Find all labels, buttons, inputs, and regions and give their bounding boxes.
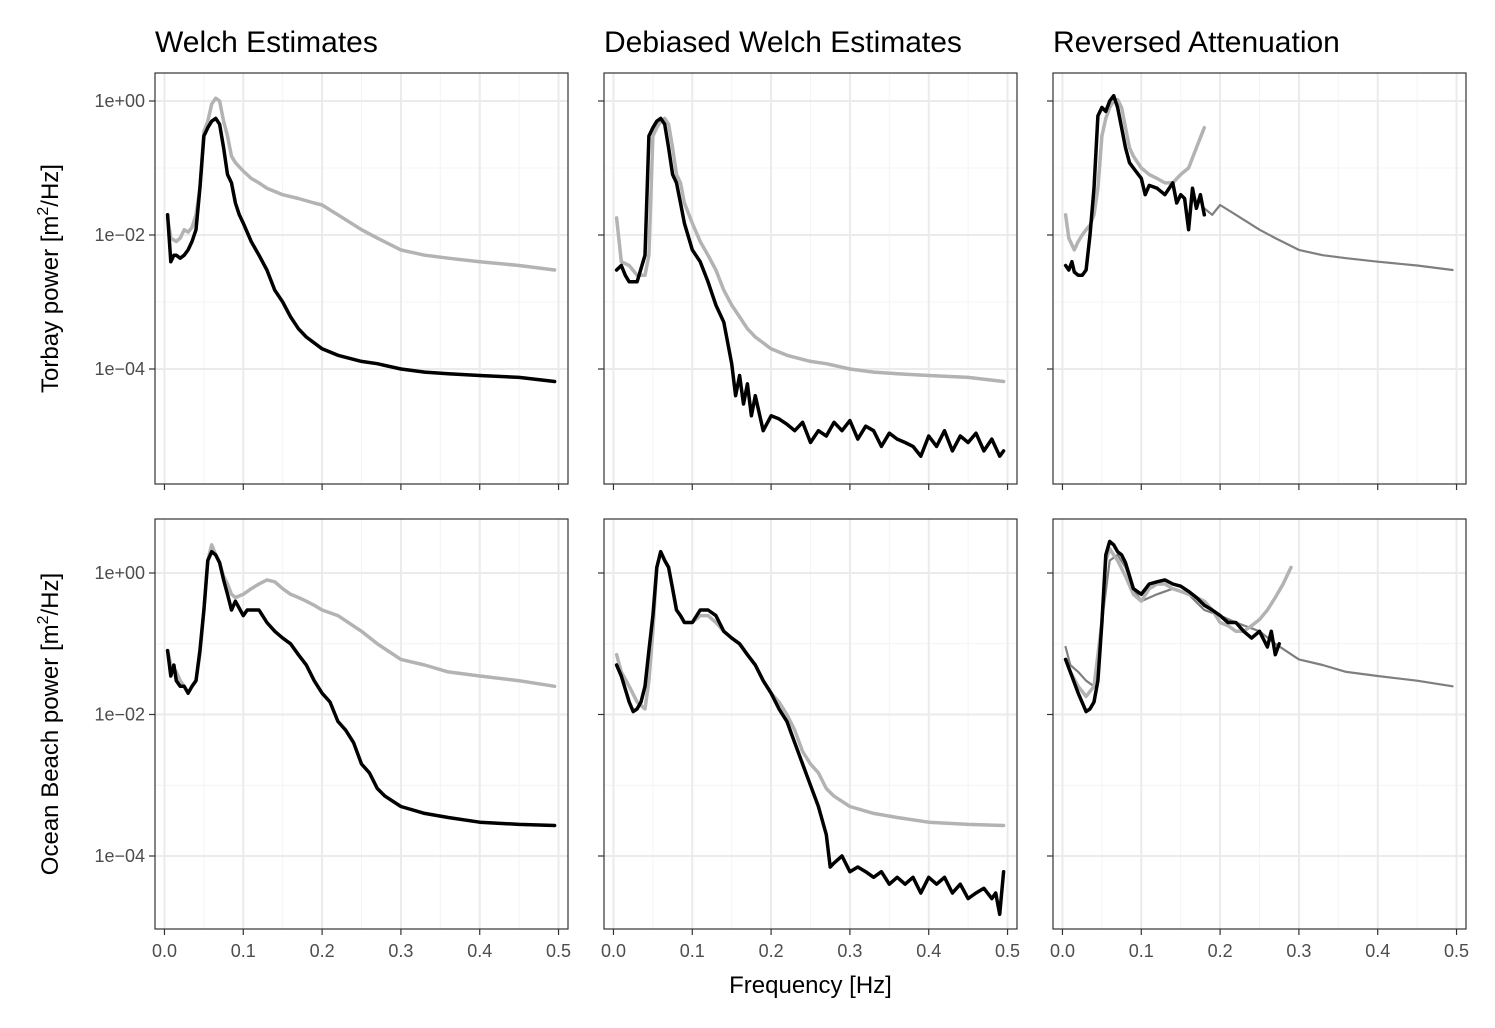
x-tick-label: 0.5 — [995, 941, 1020, 961]
panel-border — [1052, 518, 1467, 930]
x-axis-ticks: 0.0 0.1 0.2 0.3 0.4 0.5 — [601, 929, 1020, 961]
major-gridlines — [155, 519, 568, 929]
series-line-light_gray — [614, 116, 1006, 384]
x-tick-label: 0.2 — [1208, 941, 1233, 961]
y-axis-ticks: 1e+00 1e−02 1e−04 — [94, 91, 155, 379]
major-gridlines — [1053, 73, 1466, 484]
panel-border — [603, 518, 1018, 930]
y-axis-title-superscript: 2 — [35, 207, 52, 216]
y-tick-label: 1e−04 — [94, 359, 145, 379]
y-tick-label: 1e−02 — [94, 225, 145, 245]
x-tick-label: 0.1 — [680, 941, 705, 961]
x-tick-label: 0.4 — [467, 941, 492, 961]
series-line-black — [1063, 539, 1281, 714]
y-axis-ticks — [1047, 572, 1053, 857]
major-gridlines — [155, 73, 568, 484]
y-axis-title-end: /Hz] — [37, 164, 64, 207]
facet-title-col-2: Debiased Welch Estimates — [604, 26, 962, 59]
minor-gridlines — [1053, 73, 1466, 484]
major-gridlines — [1053, 519, 1466, 929]
series-line-black — [165, 116, 557, 384]
y-axis-ticks — [1047, 100, 1053, 370]
panel-r0-c1 — [598, 72, 1018, 490]
x-tick-label: 0.3 — [388, 941, 413, 961]
y-axis-title-text: Torbay power [m — [37, 216, 64, 393]
x-axis-ticks — [612, 484, 1009, 490]
facet-title-col-1: Welch Estimates — [155, 26, 378, 59]
y-axis-title-row-2: Ocean Beach power [m2/Hz] — [35, 573, 64, 875]
panel-r1-c2: 0.0 0.1 0.2 0.3 0.4 0.5 — [1047, 518, 1469, 961]
x-tick-label: 0.1 — [231, 941, 256, 961]
y-axis-title-superscript: 2 — [35, 615, 52, 624]
x-axis-ticks: 0.0 0.1 0.2 0.3 0.4 0.5 — [152, 929, 571, 961]
y-tick-label: 1e−04 — [94, 846, 145, 866]
y-tick-label: 1e−02 — [94, 705, 145, 725]
x-tick-label: 0.4 — [916, 941, 941, 961]
y-axis-ticks — [598, 100, 604, 370]
series-line-light_gray — [1063, 97, 1207, 252]
minor-gridlines — [1053, 519, 1466, 929]
minor-gridlines — [604, 519, 1017, 929]
x-tick-label: 0.2 — [759, 941, 784, 961]
x-tick-label: 0.1 — [1129, 941, 1154, 961]
y-axis-title-text: Ocean Beach power [m — [37, 624, 64, 875]
series-line-black — [1063, 93, 1207, 278]
x-tick-label: 0.0 — [152, 941, 177, 961]
major-gridlines — [604, 73, 1017, 484]
major-gridlines — [604, 519, 1017, 929]
x-axis-ticks: 0.0 0.1 0.2 0.3 0.4 0.5 — [1050, 929, 1469, 961]
x-tick-label: 0.3 — [1286, 941, 1311, 961]
x-tick-label: 0.5 — [1444, 941, 1469, 961]
panel-border — [1052, 72, 1467, 485]
x-tick-label: 0.4 — [1365, 941, 1390, 961]
x-tick-label: 0.0 — [1050, 941, 1075, 961]
y-axis-title-end: /Hz] — [37, 573, 64, 616]
x-tick-label: 0.5 — [546, 941, 571, 961]
y-axis-title-row-1: Torbay power [m2/Hz] — [35, 164, 64, 393]
series-line-mid_gray — [1203, 203, 1454, 272]
panel-r0-c0: 1e+00 1e−02 1e−04 — [94, 72, 569, 490]
y-axis-ticks — [598, 572, 604, 857]
x-axis-ticks — [1061, 484, 1458, 490]
facet-title-col-3: Reversed Attenuation — [1053, 26, 1340, 59]
panel-r1-c0: 1e+00 1e−02 1e−04 0.0 0.1 0.2 0.3 0.4 0.5 — [94, 518, 571, 961]
x-axis-ticks — [163, 484, 560, 490]
y-tick-label: 1e+00 — [94, 91, 145, 111]
panel-r1-c1: 0.0 0.1 0.2 0.3 0.4 0.5 — [598, 518, 1020, 961]
panel-r0-c2 — [1047, 72, 1467, 490]
series-line-light_gray — [165, 96, 557, 272]
panel-border — [154, 518, 569, 930]
series-line-black — [165, 549, 557, 828]
x-tick-label: 0.0 — [601, 941, 626, 961]
series-line-black — [614, 549, 1006, 917]
y-axis-ticks: 1e+00 1e−02 1e−04 — [94, 563, 155, 866]
y-tick-label: 1e+00 — [94, 563, 145, 583]
x-tick-label: 0.3 — [837, 941, 862, 961]
panel-border — [603, 72, 1018, 485]
panel-border — [154, 72, 569, 485]
series-line-black — [614, 116, 1006, 458]
x-axis-title: Frequency [Hz] — [729, 972, 892, 999]
x-tick-label: 0.2 — [310, 941, 335, 961]
